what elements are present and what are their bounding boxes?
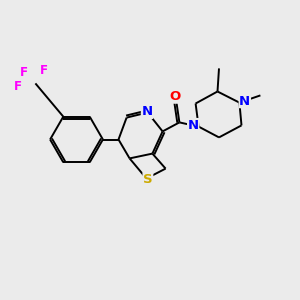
Text: N: N	[239, 94, 250, 108]
Text: S: S	[143, 172, 153, 186]
Text: O: O	[169, 90, 181, 103]
Text: F: F	[40, 64, 48, 77]
Text: F: F	[20, 65, 28, 79]
Text: N: N	[188, 118, 199, 132]
Text: F: F	[14, 80, 22, 94]
Text: N: N	[141, 105, 153, 119]
